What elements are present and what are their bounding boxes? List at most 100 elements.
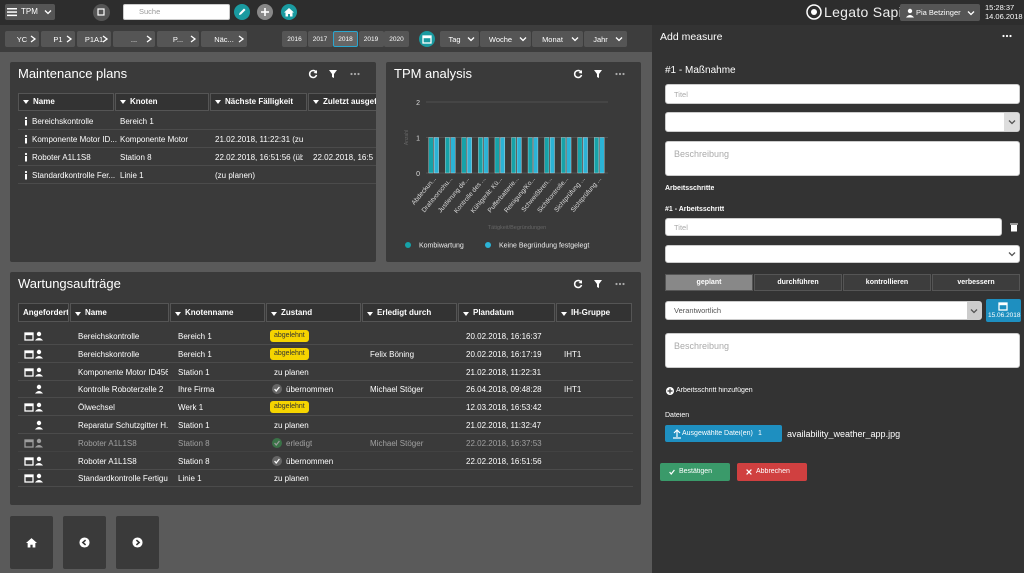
table-row[interactable]: Roboter A1L1S8 Station 8 22.02.2018, 16:51… bbox=[18, 148, 376, 166]
year-button[interactable]: 2017 bbox=[307, 31, 333, 47]
more-icon[interactable] bbox=[615, 69, 625, 81]
period-select[interactable]: Monat bbox=[532, 31, 583, 47]
icon-shape bbox=[271, 312, 277, 316]
table-row[interactable]: Komponente Motor ID... Komponente Motor 21… bbox=[18, 130, 376, 148]
column-header[interactable]: Nächste Fälligkeit bbox=[210, 93, 307, 111]
filter-icon[interactable] bbox=[593, 279, 603, 291]
column-header[interactable]: Knoten bbox=[115, 93, 209, 111]
table-cell: zu planen bbox=[274, 421, 309, 430]
breadcrumb[interactable]: YC bbox=[5, 31, 39, 47]
icon-shape bbox=[467, 37, 475, 42]
home-nav-button[interactable] bbox=[10, 516, 53, 569]
filter-icon[interactable] bbox=[328, 69, 338, 81]
icon-shape bbox=[35, 367, 43, 377]
edit-button[interactable] bbox=[234, 4, 250, 20]
node-button[interactable] bbox=[93, 4, 110, 21]
table-row[interactable]: Roboter A1L1S8 Station 8 erledigt Michael S… bbox=[18, 434, 633, 452]
table-row[interactable]: Bereichskontrolle Bereich 1 bbox=[18, 112, 376, 130]
icon-shape bbox=[999, 303, 1007, 306]
icon-shape bbox=[350, 72, 353, 76]
table-row[interactable]: Komponente Motor ID4568 Station 1 zu plane… bbox=[18, 363, 633, 381]
step-select-input[interactable] bbox=[665, 245, 1020, 263]
column-header[interactable]: Plandatum bbox=[458, 303, 555, 322]
cancel-button[interactable]: Abbrechen bbox=[737, 463, 807, 481]
info-icon bbox=[21, 134, 31, 146]
breadcrumb[interactable]: P1 bbox=[41, 31, 75, 47]
icon-shape bbox=[66, 35, 73, 43]
file-button[interactable]: Ausgewählte Datei(en) 1 bbox=[665, 425, 782, 442]
column-header[interactable]: Erledigt durch bbox=[362, 303, 457, 322]
table-row[interactable]: Ölwechsel Werk 1 abgelehnt 12.03.2018, 16:5… bbox=[18, 398, 633, 417]
table-row[interactable]: Standardkontrolle Fer... Linie 1 (zu plane… bbox=[18, 166, 376, 184]
home-button[interactable] bbox=[281, 4, 297, 20]
icon-shape bbox=[615, 282, 618, 286]
step-tab[interactable]: kontrollieren bbox=[843, 274, 931, 291]
info-icon bbox=[21, 116, 31, 128]
user-menu-button[interactable]: Pia Betzinger bbox=[900, 4, 980, 21]
breadcrumb[interactable]: Näc... bbox=[201, 31, 247, 47]
year-button[interactable]: 2018 bbox=[333, 31, 358, 47]
app-menu-button[interactable]: TPM bbox=[5, 4, 55, 20]
step-tab[interactable]: verbessern bbox=[932, 274, 1020, 291]
breadcrumb[interactable]: P1A1 bbox=[77, 31, 111, 47]
column-header[interactable]: Zustand bbox=[266, 303, 361, 322]
description-input[interactable]: Beschreibung bbox=[665, 141, 1020, 176]
icon-shape bbox=[519, 37, 527, 42]
table-cell: zu planen bbox=[274, 474, 309, 484]
period-select[interactable]: Jahr bbox=[584, 31, 627, 47]
icon-shape bbox=[357, 72, 360, 76]
table-row[interactable]: Roboter A1L1S8 Station 8 übernommen 22.02.2… bbox=[18, 452, 633, 470]
date-button[interactable]: 15.06.2018 bbox=[986, 299, 1021, 322]
year-button[interactable]: 2016 bbox=[282, 31, 307, 47]
step-title-input[interactable]: Titel bbox=[665, 218, 1002, 236]
calendar-button[interactable] bbox=[419, 31, 435, 47]
table-row[interactable]: Bereichskontrolle Bereich 1 abgelehnt 20.02… bbox=[18, 327, 633, 345]
delete-step-icon[interactable] bbox=[1009, 222, 1019, 234]
search-input[interactable]: Suche bbox=[123, 4, 230, 20]
panel-more-icon[interactable] bbox=[1002, 31, 1012, 43]
column-header[interactable]: IH-Gruppe bbox=[556, 303, 632, 322]
table-row[interactable]: Kontrolle Roboterzelle 2 Ihre Firma überno… bbox=[18, 380, 633, 399]
icon-shape bbox=[571, 37, 579, 42]
column-header[interactable]: Zuletzt ausgefü bbox=[308, 93, 376, 111]
step-description-input[interactable]: Beschreibung bbox=[665, 333, 1020, 368]
filter-icon[interactable] bbox=[593, 69, 603, 81]
column-header[interactable]: Angefordert ... bbox=[18, 303, 69, 322]
step-tab[interactable]: durchführen bbox=[754, 274, 842, 291]
icon-shape bbox=[36, 438, 42, 443]
column-header[interactable]: Name bbox=[70, 303, 169, 322]
sort-icon bbox=[311, 97, 321, 110]
title-input[interactable]: Titel bbox=[665, 84, 1020, 104]
year-button[interactable]: 2019 bbox=[358, 31, 384, 47]
more-icon[interactable] bbox=[350, 69, 360, 81]
breadcrumb-label: P1 bbox=[53, 34, 63, 44]
more-icon[interactable] bbox=[615, 279, 625, 291]
responsible-select[interactable]: Verantwortlich bbox=[665, 301, 982, 320]
period-select[interactable]: Tag bbox=[440, 31, 479, 47]
table-row[interactable]: Standardkontrolle Fertigu... Linie 1 zu pl… bbox=[18, 469, 633, 488]
confirm-button[interactable]: Bestätigen bbox=[660, 463, 730, 481]
table-row[interactable]: Reparatur Schutzgitter H... Station 1 zu p… bbox=[18, 416, 633, 434]
breadcrumb[interactable]: P... bbox=[157, 31, 199, 47]
icon-shape bbox=[26, 538, 37, 548]
icon-shape bbox=[7, 11, 17, 13]
bar bbox=[583, 137, 588, 174]
breadcrumb[interactable]: ... bbox=[113, 31, 155, 47]
user-icon bbox=[905, 8, 915, 20]
period-select[interactable]: Woche bbox=[480, 31, 531, 47]
add-button[interactable] bbox=[257, 4, 273, 20]
icon-shape bbox=[806, 4, 822, 20]
step-tab[interactable]: geplant bbox=[665, 274, 753, 291]
back-button[interactable] bbox=[63, 516, 106, 569]
year-button[interactable]: 2020 bbox=[384, 31, 409, 47]
refresh-icon[interactable] bbox=[573, 69, 583, 81]
refresh-icon[interactable] bbox=[308, 69, 318, 81]
refresh-icon[interactable] bbox=[573, 279, 583, 291]
forward-button[interactable] bbox=[116, 516, 159, 569]
column-header[interactable]: Name bbox=[18, 93, 114, 111]
table-row[interactable]: Bereichskontrolle Bereich 1 abgelehnt Felix… bbox=[18, 345, 633, 363]
column-header[interactable]: Knotenname bbox=[170, 303, 265, 322]
select-input[interactable] bbox=[665, 112, 1020, 132]
add-step-button[interactable]: Arbeitsschritt hinzufügen bbox=[665, 385, 785, 397]
icon-shape bbox=[622, 72, 625, 76]
